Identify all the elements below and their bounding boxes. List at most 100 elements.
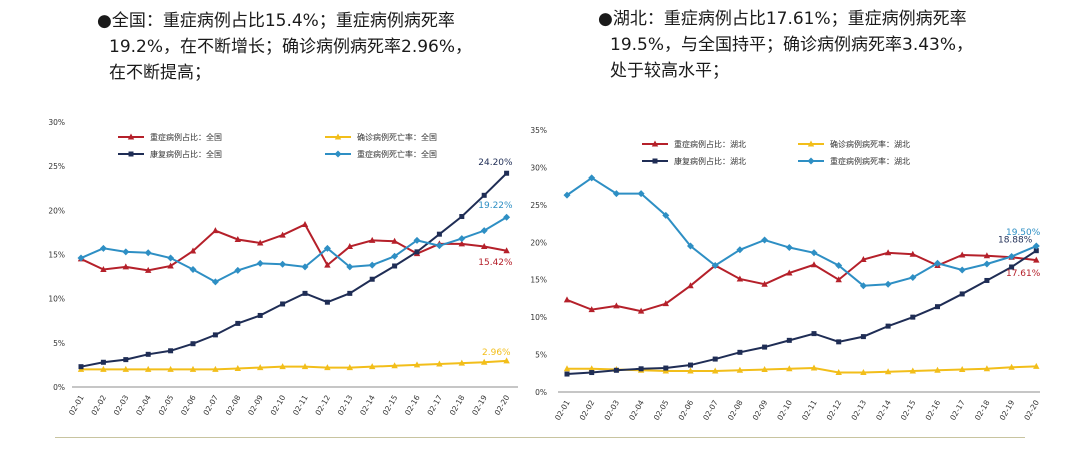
- legend-marker: [334, 150, 342, 158]
- legend-marker: [651, 140, 659, 147]
- data-point: [860, 256, 867, 263]
- x-tick-label: 02-19: [998, 398, 1017, 422]
- x-tick-label: 02-15: [899, 398, 918, 422]
- data-point: [959, 251, 966, 258]
- data-point: [860, 334, 866, 340]
- legend-label: 康复病例占比：全国: [150, 149, 222, 159]
- data-point: [885, 323, 891, 329]
- data-point: [884, 368, 892, 375]
- data-point: [369, 276, 375, 282]
- data-point: [638, 366, 644, 372]
- data-point: [712, 367, 719, 374]
- data-point: [99, 244, 107, 252]
- data-point: [836, 339, 842, 345]
- data-point: [687, 242, 694, 250]
- data-point: [909, 250, 916, 257]
- data-point: [737, 349, 743, 355]
- data-label: 24.20%: [478, 158, 513, 168]
- series-group: [563, 249, 1040, 314]
- y-tick-label: 35%: [530, 126, 547, 135]
- data-point: [100, 359, 106, 365]
- data-point: [168, 348, 174, 354]
- x-tick-label: 02-04: [627, 398, 646, 422]
- data-point: [983, 260, 991, 268]
- data-point: [369, 363, 376, 370]
- legend-label: 确诊病例死亡率：全国: [357, 132, 437, 142]
- data-point: [612, 190, 620, 198]
- data-point: [884, 249, 892, 256]
- summary-national: ●全国：重症病例占比15.4%；重症病例病死率 19.2%，在不断增长；确诊病例…: [97, 8, 537, 86]
- data-point: [167, 365, 174, 372]
- legend-marker: [807, 157, 815, 165]
- data-point: [189, 247, 197, 254]
- data-point: [1008, 363, 1015, 370]
- data-point: [613, 302, 620, 309]
- chart-national: 0%5%10%15%20%25%30%02-01 02-02 02-03 02-04 0…: [48, 118, 518, 417]
- data-point: [688, 362, 693, 368]
- data-point: [122, 365, 129, 372]
- x-tick-label: 02-18: [973, 398, 992, 422]
- x-tick-label: 02-13: [849, 398, 868, 422]
- series-group: [564, 248, 1039, 377]
- data-point: [736, 275, 744, 282]
- data-label: 17.61%: [1006, 269, 1041, 279]
- data-point: [257, 239, 264, 246]
- x-tick-label: 02-10: [775, 398, 794, 422]
- data-point: [436, 231, 442, 237]
- x-tick-label: 02-18: [448, 393, 467, 417]
- x-tick-label: 02-06: [179, 393, 198, 417]
- data-point: [712, 356, 718, 362]
- data-point: [859, 282, 867, 290]
- legend-marker: [652, 158, 658, 164]
- data-point: [302, 290, 308, 296]
- data-point: [369, 236, 376, 243]
- series-line: [566, 176, 1037, 287]
- data-point: [234, 235, 241, 242]
- data-point: [934, 366, 941, 373]
- chart-hubei: 0% 5% 10% 15% 20% 25% 30% 35% 02-01 02-02 02-03 02-…: [530, 126, 1041, 422]
- data-point: [786, 269, 793, 276]
- x-tick-label: 02-06: [677, 398, 696, 422]
- data-point: [761, 366, 768, 373]
- x-tick-label: 02-16: [924, 398, 943, 422]
- data-point: [279, 363, 286, 370]
- data-point: [835, 369, 842, 376]
- data-point: [958, 266, 966, 274]
- data-point: [458, 235, 466, 243]
- data-point: [613, 367, 619, 373]
- data-point: [167, 254, 175, 262]
- data-point: [786, 365, 793, 372]
- data-point: [480, 227, 488, 235]
- data-point: [78, 364, 84, 370]
- data-label: 2.96%: [482, 348, 511, 358]
- data-point: [785, 244, 793, 252]
- x-tick-label: 02-05: [157, 393, 176, 417]
- data-point: [909, 367, 916, 374]
- data-point: [810, 364, 818, 371]
- data-point: [301, 220, 309, 227]
- summary-line: ●湖北：重症病例占比17.61%；重症病例病死率: [598, 9, 967, 29]
- series-group: [78, 170, 510, 370]
- legend-label: 重症病例占比：湖北: [674, 139, 746, 149]
- data-point: [687, 367, 694, 374]
- legend-marker: [128, 151, 134, 157]
- data-point: [324, 364, 331, 371]
- legend-label: 确诊病例病死率：湖北: [830, 139, 910, 149]
- x-tick-label: 02-17: [425, 393, 444, 417]
- data-point: [346, 364, 353, 371]
- data-point: [301, 363, 309, 370]
- y-tick-label: 0%: [53, 383, 65, 392]
- data-point: [687, 282, 694, 289]
- summary-line: 19.2%，在不断增长；确诊病例病死率2.96%，: [109, 37, 473, 57]
- x-tick-label: 02-07: [201, 393, 220, 417]
- y-tick-label: 25%: [48, 162, 65, 171]
- data-point: [481, 243, 488, 250]
- data-point: [234, 364, 241, 371]
- data-point: [189, 365, 197, 372]
- data-point: [1033, 362, 1040, 369]
- data-point: [1033, 256, 1040, 263]
- data-point: [235, 320, 241, 326]
- data-point: [212, 227, 219, 234]
- x-tick-label: 02-08: [224, 393, 243, 417]
- data-point: [144, 249, 152, 257]
